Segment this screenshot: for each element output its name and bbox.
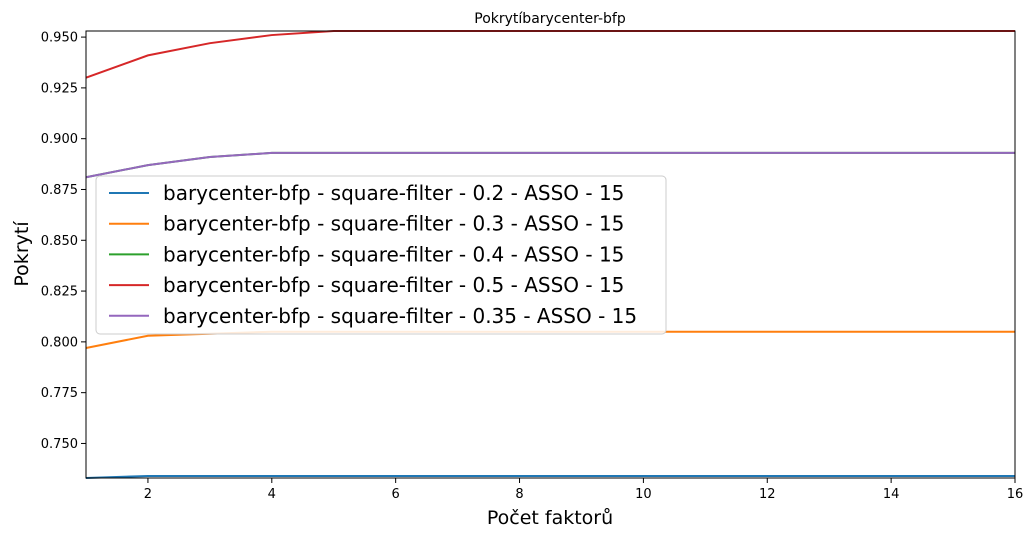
legend-label-3: barycenter-bfp - square-filter - 0.5 - A… [163, 273, 624, 297]
legend-label-4: barycenter-bfp - square-filter - 0.35 - … [163, 304, 637, 328]
y-tick-label: 0.750 [41, 437, 78, 452]
x-tick-label: 16 [1007, 487, 1024, 502]
y-tick-label: 0.850 [41, 234, 78, 249]
x-tick-label: 12 [759, 487, 776, 502]
y-tick-label: 0.875 [41, 183, 78, 198]
y-tick-label: 0.775 [41, 386, 78, 401]
legend-box [95, 175, 667, 335]
x-tick-label: 10 [635, 487, 652, 502]
legend-label-2: barycenter-bfp - square-filter - 0.4 - A… [163, 242, 624, 266]
legend-label-1: barycenter-bfp - square-filter - 0.3 - A… [163, 212, 624, 236]
y-tick-label: 0.800 [41, 335, 78, 350]
x-tick-label: 6 [392, 487, 400, 502]
series-line-4 [85, 151, 1015, 179]
x-tick-label: 2 [144, 487, 152, 502]
x-axis-ticks: 2 4 6 8 10 12 14 16 [144, 478, 1023, 502]
series-line-3 [85, 30, 1015, 79]
plot-frame [85, 30, 1016, 479]
series-line-0 [85, 474, 1015, 479]
y-axis-ticks: 0.750 0.775 0.800 0.825 0.850 0.875 0.900 0.925… [41, 31, 86, 452]
y-tick-label: 0.950 [41, 31, 78, 46]
chart-title: Pokrytíbarycenter-bfp [474, 11, 626, 27]
legend: barycenter-bfp - square-filter - 0.2 - A… [95, 175, 667, 335]
y-tick-label: 0.900 [41, 132, 78, 147]
x-tick-label: 8 [515, 487, 523, 502]
y-axis-title: Pokrytí [11, 221, 33, 287]
y-tick-label: 0.925 [41, 81, 78, 96]
legend-items: barycenter-bfp - square-filter - 0.2 - A… [109, 181, 637, 328]
y-tick-label: 0.825 [41, 285, 78, 300]
x-tick-label: 4 [268, 487, 276, 502]
x-axis-title: Počet faktorů [487, 507, 613, 529]
x-tick-label: 14 [883, 487, 900, 502]
legend-label-0: barycenter-bfp - square-filter - 0.2 - A… [163, 181, 624, 205]
